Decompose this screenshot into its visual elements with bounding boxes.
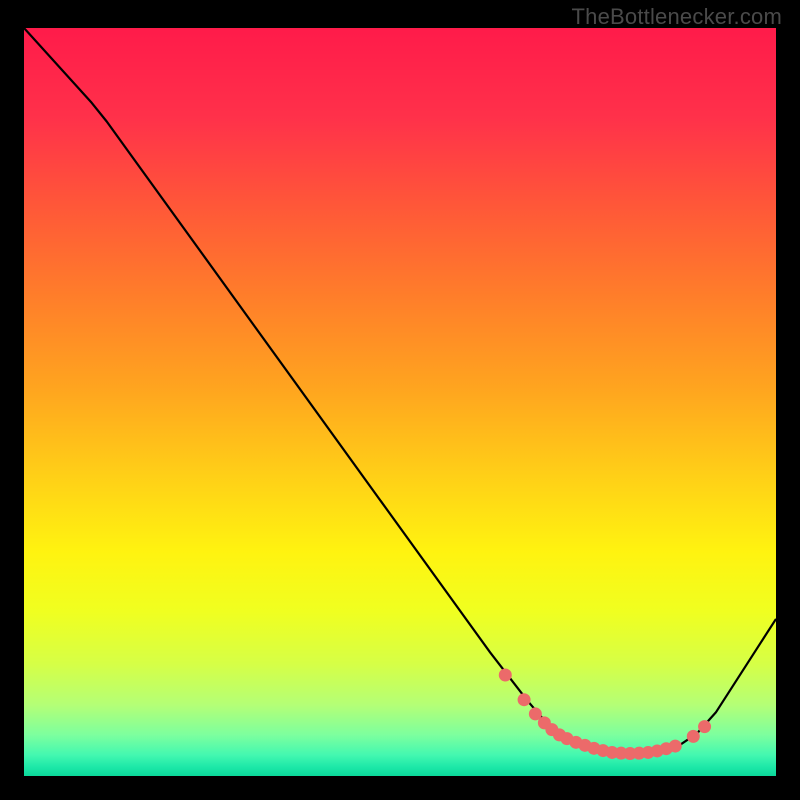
watermark-text: TheBottlenecker.com — [572, 4, 782, 30]
marker-dot — [687, 730, 700, 743]
marker-dot — [698, 720, 711, 733]
gradient-background — [24, 28, 776, 776]
chart-root: TheBottlenecker.com — [0, 0, 800, 800]
plot-area — [24, 28, 776, 776]
marker-dot — [518, 693, 531, 706]
marker-dot — [499, 669, 512, 682]
marker-dot — [669, 740, 682, 753]
plot-svg — [24, 28, 776, 776]
